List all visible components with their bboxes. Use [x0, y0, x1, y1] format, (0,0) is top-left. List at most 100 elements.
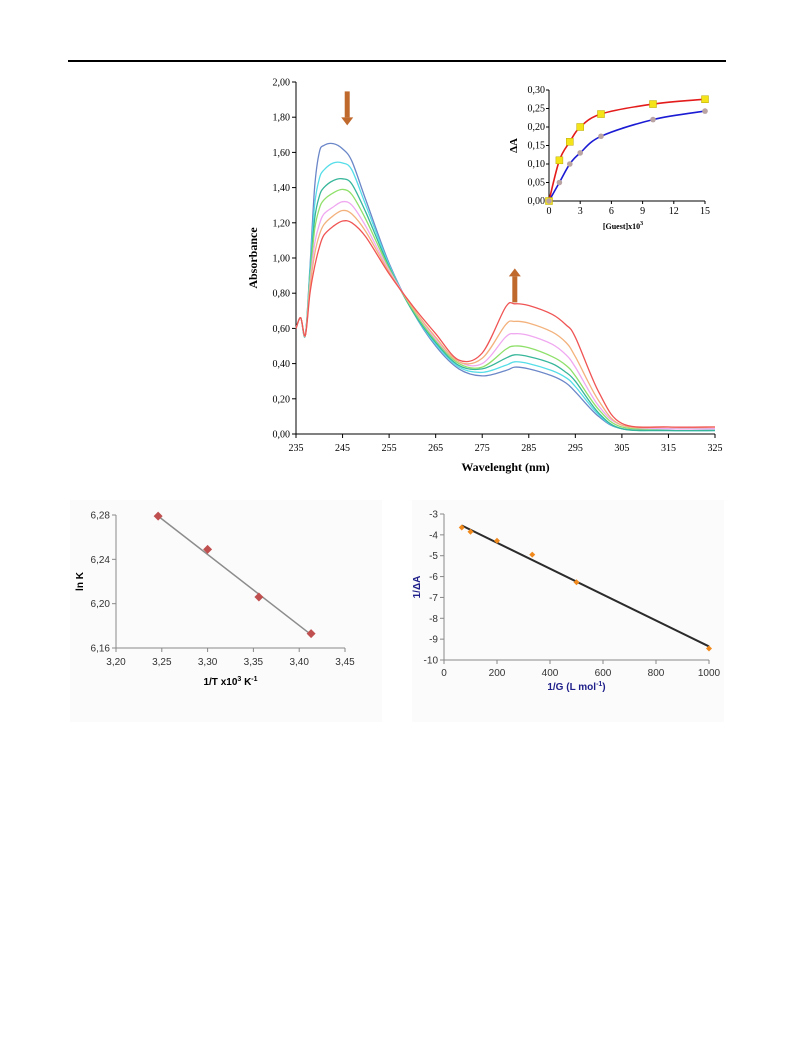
lnk-panel-background [70, 500, 382, 722]
reciprocal-x-axis-label-superscript: -1 [596, 681, 602, 688]
inset-y-tick-label: 0,30 [528, 85, 546, 96]
lnk-y-tick-label: 6,28 [91, 511, 111, 522]
main-x-tick-label: 315 [661, 443, 676, 454]
main-x-tick-label: 295 [568, 443, 583, 454]
page-top-rule [68, 60, 726, 62]
reciprocal-panel-background [412, 500, 724, 722]
inset-square-marker [649, 100, 657, 108]
reciprocal-x-tick-label: 1000 [698, 668, 721, 679]
inset-circle-marker [598, 133, 604, 140]
spectrum-series-line [295, 188, 716, 430]
lnk-x-tick-label: 3,20 [106, 657, 126, 668]
spectrum-series-line [295, 161, 716, 432]
lnk-y-tick-label: 6,24 [91, 555, 111, 566]
main-y-tick-label: 0,60 [273, 324, 291, 335]
main-x-tick-label: 245 [335, 443, 350, 454]
inset-circle-marker [650, 116, 656, 123]
reciprocal-y-tick-label: -6 [429, 572, 438, 583]
inset-background [500, 82, 718, 247]
reciprocal-x-tick-label: 200 [489, 668, 506, 679]
inset-y-axis-label: ΔA [508, 138, 520, 153]
increase-arrow-shaft [512, 276, 518, 303]
spectrum-series-line [295, 200, 716, 430]
reciprocal-diamond-marker [573, 579, 580, 586]
lnk-trendline [157, 515, 312, 636]
reciprocal-x-tick-label: 0 [441, 668, 447, 679]
spectrum-series-line [295, 177, 716, 432]
inset-x-tick-label: 3 [578, 206, 583, 217]
main-y-tick-label: 2,00 [273, 78, 291, 89]
lnk-x-axis-label-unit: K [241, 677, 252, 688]
lnk-x-tick-label: 3,25 [152, 657, 172, 668]
inset-x-tick-label: 0 [547, 206, 552, 217]
main-y-tick-label: 1,40 [273, 183, 291, 194]
inset-square-marker [701, 95, 709, 103]
inset-x-tick-label: 12 [669, 206, 679, 217]
inset-square-marker [576, 123, 584, 131]
lnk-diamond-marker [306, 629, 316, 639]
reciprocal-diamond-marker [467, 528, 474, 535]
main-y-tick-label: 0,80 [273, 289, 291, 300]
main-x-tick-label: 235 [289, 443, 304, 454]
inset-circle-marker [567, 161, 573, 167]
inset-circle-marker [577, 150, 583, 156]
reciprocal-y-tick-label: -4 [429, 530, 438, 541]
reciprocal-x-tick-label: 600 [595, 668, 612, 679]
lnk-y-tick-label: 6,16 [91, 644, 111, 655]
inset-y-tick-label: 0,00 [528, 196, 546, 207]
lnk-x-tick-label: 3,40 [289, 657, 309, 668]
inset-square-marker [597, 110, 605, 118]
inset-y-tick-label: 0,10 [528, 159, 546, 170]
inset-circle-marker [546, 198, 552, 204]
inset-x-tick-label: 9 [640, 206, 645, 217]
main-x-tick-label: 325 [708, 443, 723, 454]
main-x-tick-label: 285 [521, 443, 536, 454]
reciprocal-y-axis-label: 1/ΔA [412, 576, 423, 599]
main-x-axis-label: Wavelenght (nm) [461, 460, 549, 474]
lnk-diamond-marker [153, 511, 163, 521]
main-x-tick-label: 255 [382, 443, 397, 454]
lnk-diamond-marker [203, 544, 213, 554]
main-y-tick-label: 0,20 [273, 394, 291, 405]
spectrum-series-line [295, 220, 716, 428]
lnk-x-axis-label: 1/T x103 K-1 [203, 676, 257, 688]
main-y-axis-label: Absorbance [246, 227, 260, 289]
inset-y-tick-label: 0,20 [528, 122, 546, 133]
spectrum-series-line [295, 142, 716, 432]
reciprocal-diamond-marker [706, 645, 712, 652]
lnk-x-axis-label-superscript: 3 [237, 676, 241, 683]
decrease-arrow-shaft [344, 91, 350, 118]
reciprocal-x-axis-label-tail: ) [602, 682, 605, 693]
main-y-tick-label: 0,00 [273, 430, 291, 441]
inset-square-marker [566, 138, 574, 146]
inset-fit-curve [548, 98, 706, 202]
spectrum-series-line [295, 209, 716, 429]
reciprocal-diamond-marker [458, 524, 465, 531]
reciprocal-x-tick-label: 800 [648, 668, 665, 679]
decrease-arrow-head [341, 117, 354, 126]
main-y-tick-label: 1,20 [273, 218, 291, 229]
main-y-tick-label: 1,00 [273, 254, 291, 265]
lnk-x-axis-label-unit-superscript: -1 [251, 676, 257, 683]
inset-x-tick-label: 6 [609, 206, 614, 217]
inset-x-tick-label: 15 [700, 206, 710, 217]
main-y-tick-label: 0,40 [273, 359, 291, 370]
inset-y-tick-label: 0,25 [528, 104, 546, 115]
increase-arrow-head [508, 268, 521, 277]
reciprocal-diamond-marker [529, 551, 536, 558]
lnk-y-tick-label: 6,20 [91, 599, 111, 610]
inset-square-marker [555, 156, 564, 165]
main-y-tick-label: 1,60 [273, 148, 291, 159]
reciprocal-trendline [461, 524, 710, 648]
inset-square-marker [545, 197, 553, 205]
main-y-tick-label: 1,80 [273, 113, 291, 124]
reciprocal-diamond-marker [494, 537, 500, 544]
main-x-tick-label: 265 [428, 443, 443, 454]
lnk-x-tick-label: 3,45 [335, 657, 355, 668]
reciprocal-y-tick-label: -9 [429, 635, 438, 646]
reciprocal-x-axis-label: 1/G (L mol-1) [547, 681, 605, 693]
inset-circle-marker [702, 108, 708, 114]
main-x-tick-label: 305 [614, 443, 629, 454]
inset-y-tick-label: 0,15 [528, 141, 546, 152]
